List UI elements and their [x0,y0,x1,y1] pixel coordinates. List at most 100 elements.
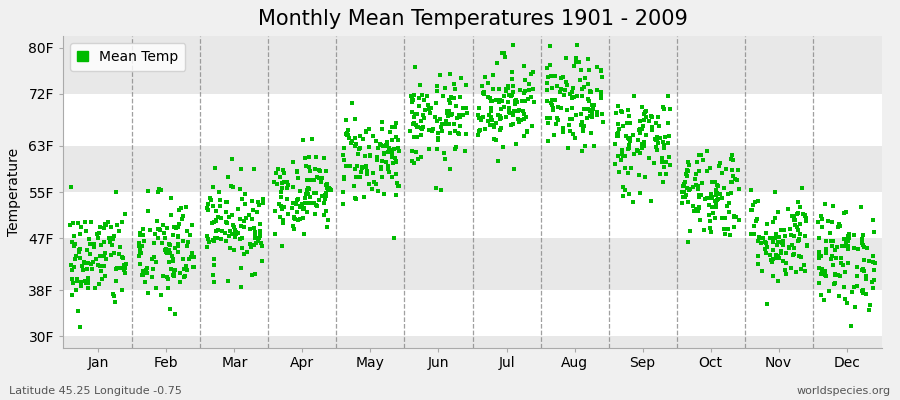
Point [561,145,575,152]
Point [248,240,263,246]
Point [559,78,573,85]
Point [504,93,518,99]
Point [564,95,579,102]
Point [411,156,426,162]
Point [114,254,129,260]
Point [855,287,869,293]
Point [770,239,785,245]
Point [866,258,880,265]
Point [661,120,675,126]
Point [631,126,645,133]
Point [320,184,334,191]
Point [798,233,813,240]
Point [147,240,161,246]
Point [799,218,814,224]
Point [818,268,832,274]
Point [347,182,362,189]
Point [272,200,286,207]
Point [274,242,289,249]
Point [101,219,115,226]
Point [92,230,106,236]
Point [68,253,83,259]
Point [594,68,608,74]
Point [219,238,233,244]
Point [557,92,572,98]
Point [75,263,89,269]
Point [654,159,669,165]
Point [681,199,696,205]
Point [751,253,765,259]
Point [773,250,788,256]
Point [679,171,693,177]
Point [207,256,221,262]
Point [686,202,700,209]
Point [510,116,525,122]
Point [310,203,324,210]
Point [626,150,641,157]
Point [610,132,625,138]
Point [442,120,456,127]
Point [696,156,710,163]
Point [162,258,176,265]
Point [760,300,774,307]
Point [485,86,500,92]
Point [444,112,458,118]
Point [622,190,636,197]
Point [730,166,744,173]
Point [407,120,421,126]
Point [290,168,304,174]
Point [248,166,262,172]
Point [861,257,876,264]
Point [224,231,238,237]
Point [630,147,644,153]
Point [547,97,562,103]
Point [648,136,662,142]
Point [815,216,830,222]
Point [699,148,714,154]
Point [406,96,420,103]
Point [206,237,220,244]
Point [790,211,805,218]
Point [337,145,351,151]
Point [348,166,363,173]
Point [320,168,334,175]
Point [768,234,782,241]
Point [235,196,249,203]
Point [566,85,580,92]
Point [472,132,486,138]
Point [647,160,662,167]
Point [83,251,97,257]
Point [502,92,517,99]
Point [237,223,251,230]
Point [292,204,307,210]
Point [583,88,598,95]
Point [790,238,805,244]
Point [577,106,591,112]
Point [385,124,400,130]
Point [593,66,608,73]
Point [247,242,261,248]
Point [715,195,729,202]
Point [207,262,221,268]
Point [250,209,265,216]
Point [819,250,833,256]
Point [622,113,636,119]
Point [776,239,790,245]
Point [454,75,468,82]
Point [709,204,724,211]
Point [271,166,285,172]
Point [207,219,221,225]
Point [797,268,812,274]
Point [815,224,830,230]
Point [64,262,78,268]
Point [492,98,507,105]
Point [555,74,570,81]
Point [500,99,515,106]
Point [460,110,474,116]
Point [792,253,806,259]
Point [855,236,869,242]
Point [113,265,128,271]
Point [302,164,317,170]
Point [633,150,647,156]
Point [277,179,292,185]
